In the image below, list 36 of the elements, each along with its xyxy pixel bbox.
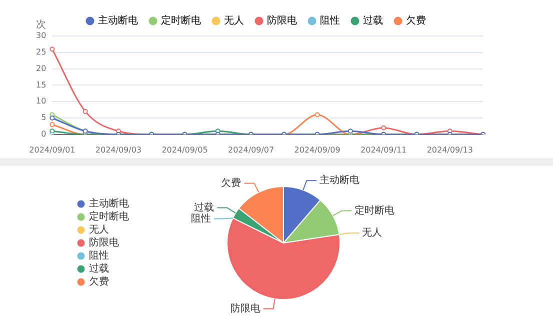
legend-label: 主动断电: [98, 14, 138, 27]
y-tick-label: 15: [36, 80, 46, 90]
slice-label: 防限电: [230, 302, 260, 314]
legend-label: 阻性: [320, 14, 340, 27]
x-tick-label: 2024/09/01: [29, 145, 76, 154]
x-tick-label: 2024/09/07: [228, 145, 274, 154]
category-label: 无人: [362, 228, 382, 239]
x-tick-label: 2024/09/05: [162, 145, 208, 154]
legend-label: 欠费: [89, 276, 109, 288]
slice-label: 定时断电: [354, 204, 395, 216]
legend-label: 过载: [89, 262, 109, 275]
legend-label: 无人: [224, 16, 244, 27]
slice-label: 欠费: [221, 176, 242, 189]
slice-label: 过载: [194, 201, 214, 214]
legend-label: 定时断电: [89, 210, 129, 223]
y-tick-label: 5: [41, 113, 46, 122]
y-axis-title: 次: [36, 20, 46, 31]
slice-label: 主动断电: [320, 174, 360, 186]
y-tick-label: 0: [41, 129, 46, 138]
y-tick-label: 25: [36, 47, 46, 56]
legend-label: 防限电: [89, 236, 119, 249]
x-tick-label: 2024/09/09: [294, 145, 340, 154]
y-tick-label: 10: [36, 96, 46, 106]
legend-label: 定时断电: [161, 14, 201, 27]
y-tick-label: 20: [36, 64, 46, 73]
legend-label: 阻性: [89, 250, 109, 262]
y-tick-label: 30: [36, 31, 46, 40]
legend-label: 主动断电: [89, 198, 129, 210]
legend-label: 欠费: [406, 14, 426, 27]
category-label: 阻性: [190, 213, 211, 224]
legend-label: 无人: [89, 224, 109, 236]
x-tick-label: 2024/09/13: [426, 145, 473, 154]
x-tick-label: 2024/09/03: [95, 145, 142, 154]
legend-label: 过载: [363, 14, 383, 27]
legend-label: 防限电: [267, 14, 297, 27]
x-tick-label: 2024/09/11: [360, 145, 407, 154]
